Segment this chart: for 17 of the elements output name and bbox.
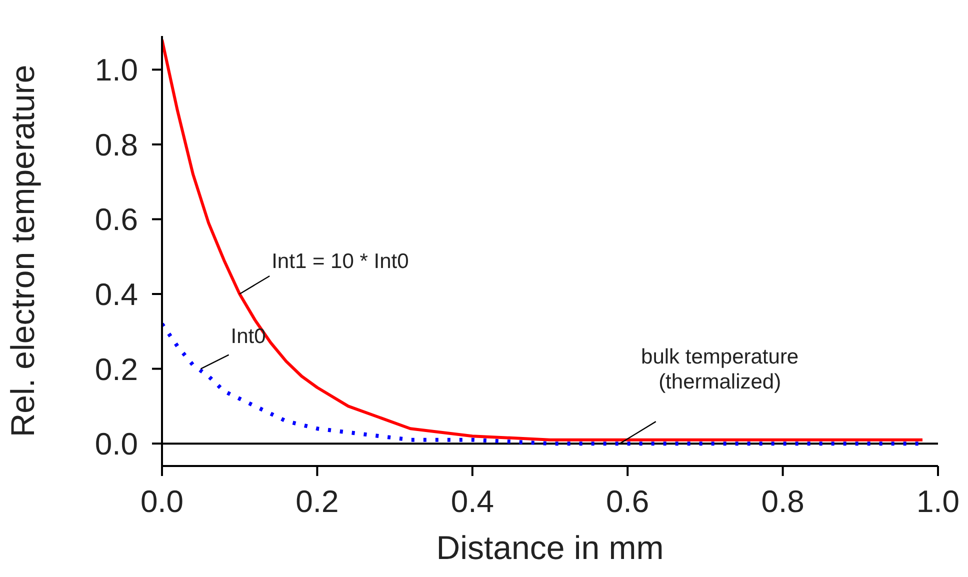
x-axis-title: Distance in mm xyxy=(436,529,664,566)
x-tick-label: 0.8 xyxy=(761,484,804,520)
y-tick-label: 0.6 xyxy=(94,202,138,238)
y-tick-label: 0.0 xyxy=(94,426,138,462)
x-tick-label: 1.0 xyxy=(916,484,960,520)
y-axis-title: Rel. electron temperature xyxy=(4,64,41,438)
x-tick-label: 0.4 xyxy=(450,484,494,520)
x-tick-label: 0.0 xyxy=(140,484,184,520)
annotation: Int0 xyxy=(230,324,266,348)
x-tick-label: 0.6 xyxy=(606,484,650,520)
y-tick-label: 0.4 xyxy=(94,277,138,312)
annotation: Int1 = 10 * Int0 xyxy=(272,250,409,273)
y-tick-label: 0.2 xyxy=(94,352,138,387)
y-tick-label: 0.8 xyxy=(94,127,138,162)
annotation: bulk temperature (thermalized) xyxy=(641,346,799,394)
y-tick-label: 1.0 xyxy=(94,52,138,88)
x-tick-label: 0.2 xyxy=(296,484,339,520)
